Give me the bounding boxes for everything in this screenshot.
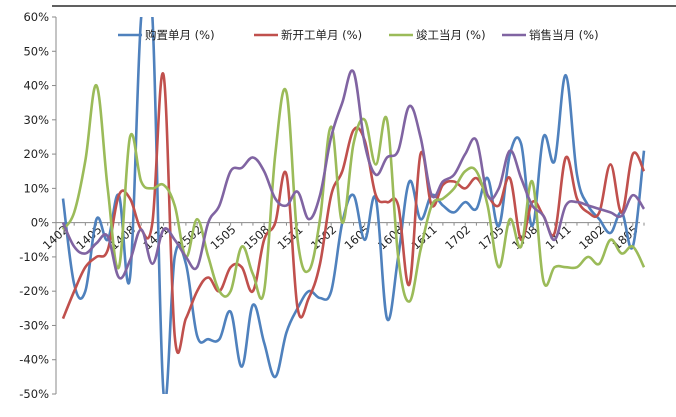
legend-label: 购置单月 (%): [145, 28, 215, 42]
y-tick-label: -20%: [19, 284, 49, 298]
y-tick-label: 30%: [23, 113, 49, 127]
series-line-3: [61, 84, 646, 303]
legend-label: 竣工当月 (%): [416, 28, 486, 42]
y-tick-label: 50%: [23, 44, 49, 58]
y-tick-label: -50%: [19, 387, 49, 401]
y-tick-label: -40%: [19, 353, 49, 367]
y-tick-label: -10%: [19, 250, 49, 264]
y-tick-label: 40%: [23, 79, 49, 93]
y-tick-label: -30%: [19, 318, 49, 332]
series-line-2: [61, 71, 646, 355]
legend-label: 新开工单月 (%): [281, 28, 362, 42]
y-tick-label: 0%: [31, 216, 49, 230]
x-tick-label: 1702: [442, 222, 473, 252]
series-lines: [61, 17, 646, 394]
chart-legend: 购置单月 (%) 新开工单月 (%) 竣工当月 (%) 销售当月 (%): [118, 28, 599, 42]
x-tick-label: 1505: [207, 222, 238, 252]
y-tick-label: 10%: [23, 181, 49, 195]
y-axis-ticks: 60% 50% 40% 30% 20% 10% 0% -10% -20% -30% -40% -50%: [19, 10, 56, 401]
series-line-1: [61, 17, 646, 394]
chart-axes: [55, 17, 640, 394]
legend-label: 销售当月 (%): [529, 28, 599, 42]
series-line-4: [61, 69, 646, 280]
y-tick-label: 60%: [23, 10, 49, 24]
y-tick-label: 20%: [23, 147, 49, 161]
